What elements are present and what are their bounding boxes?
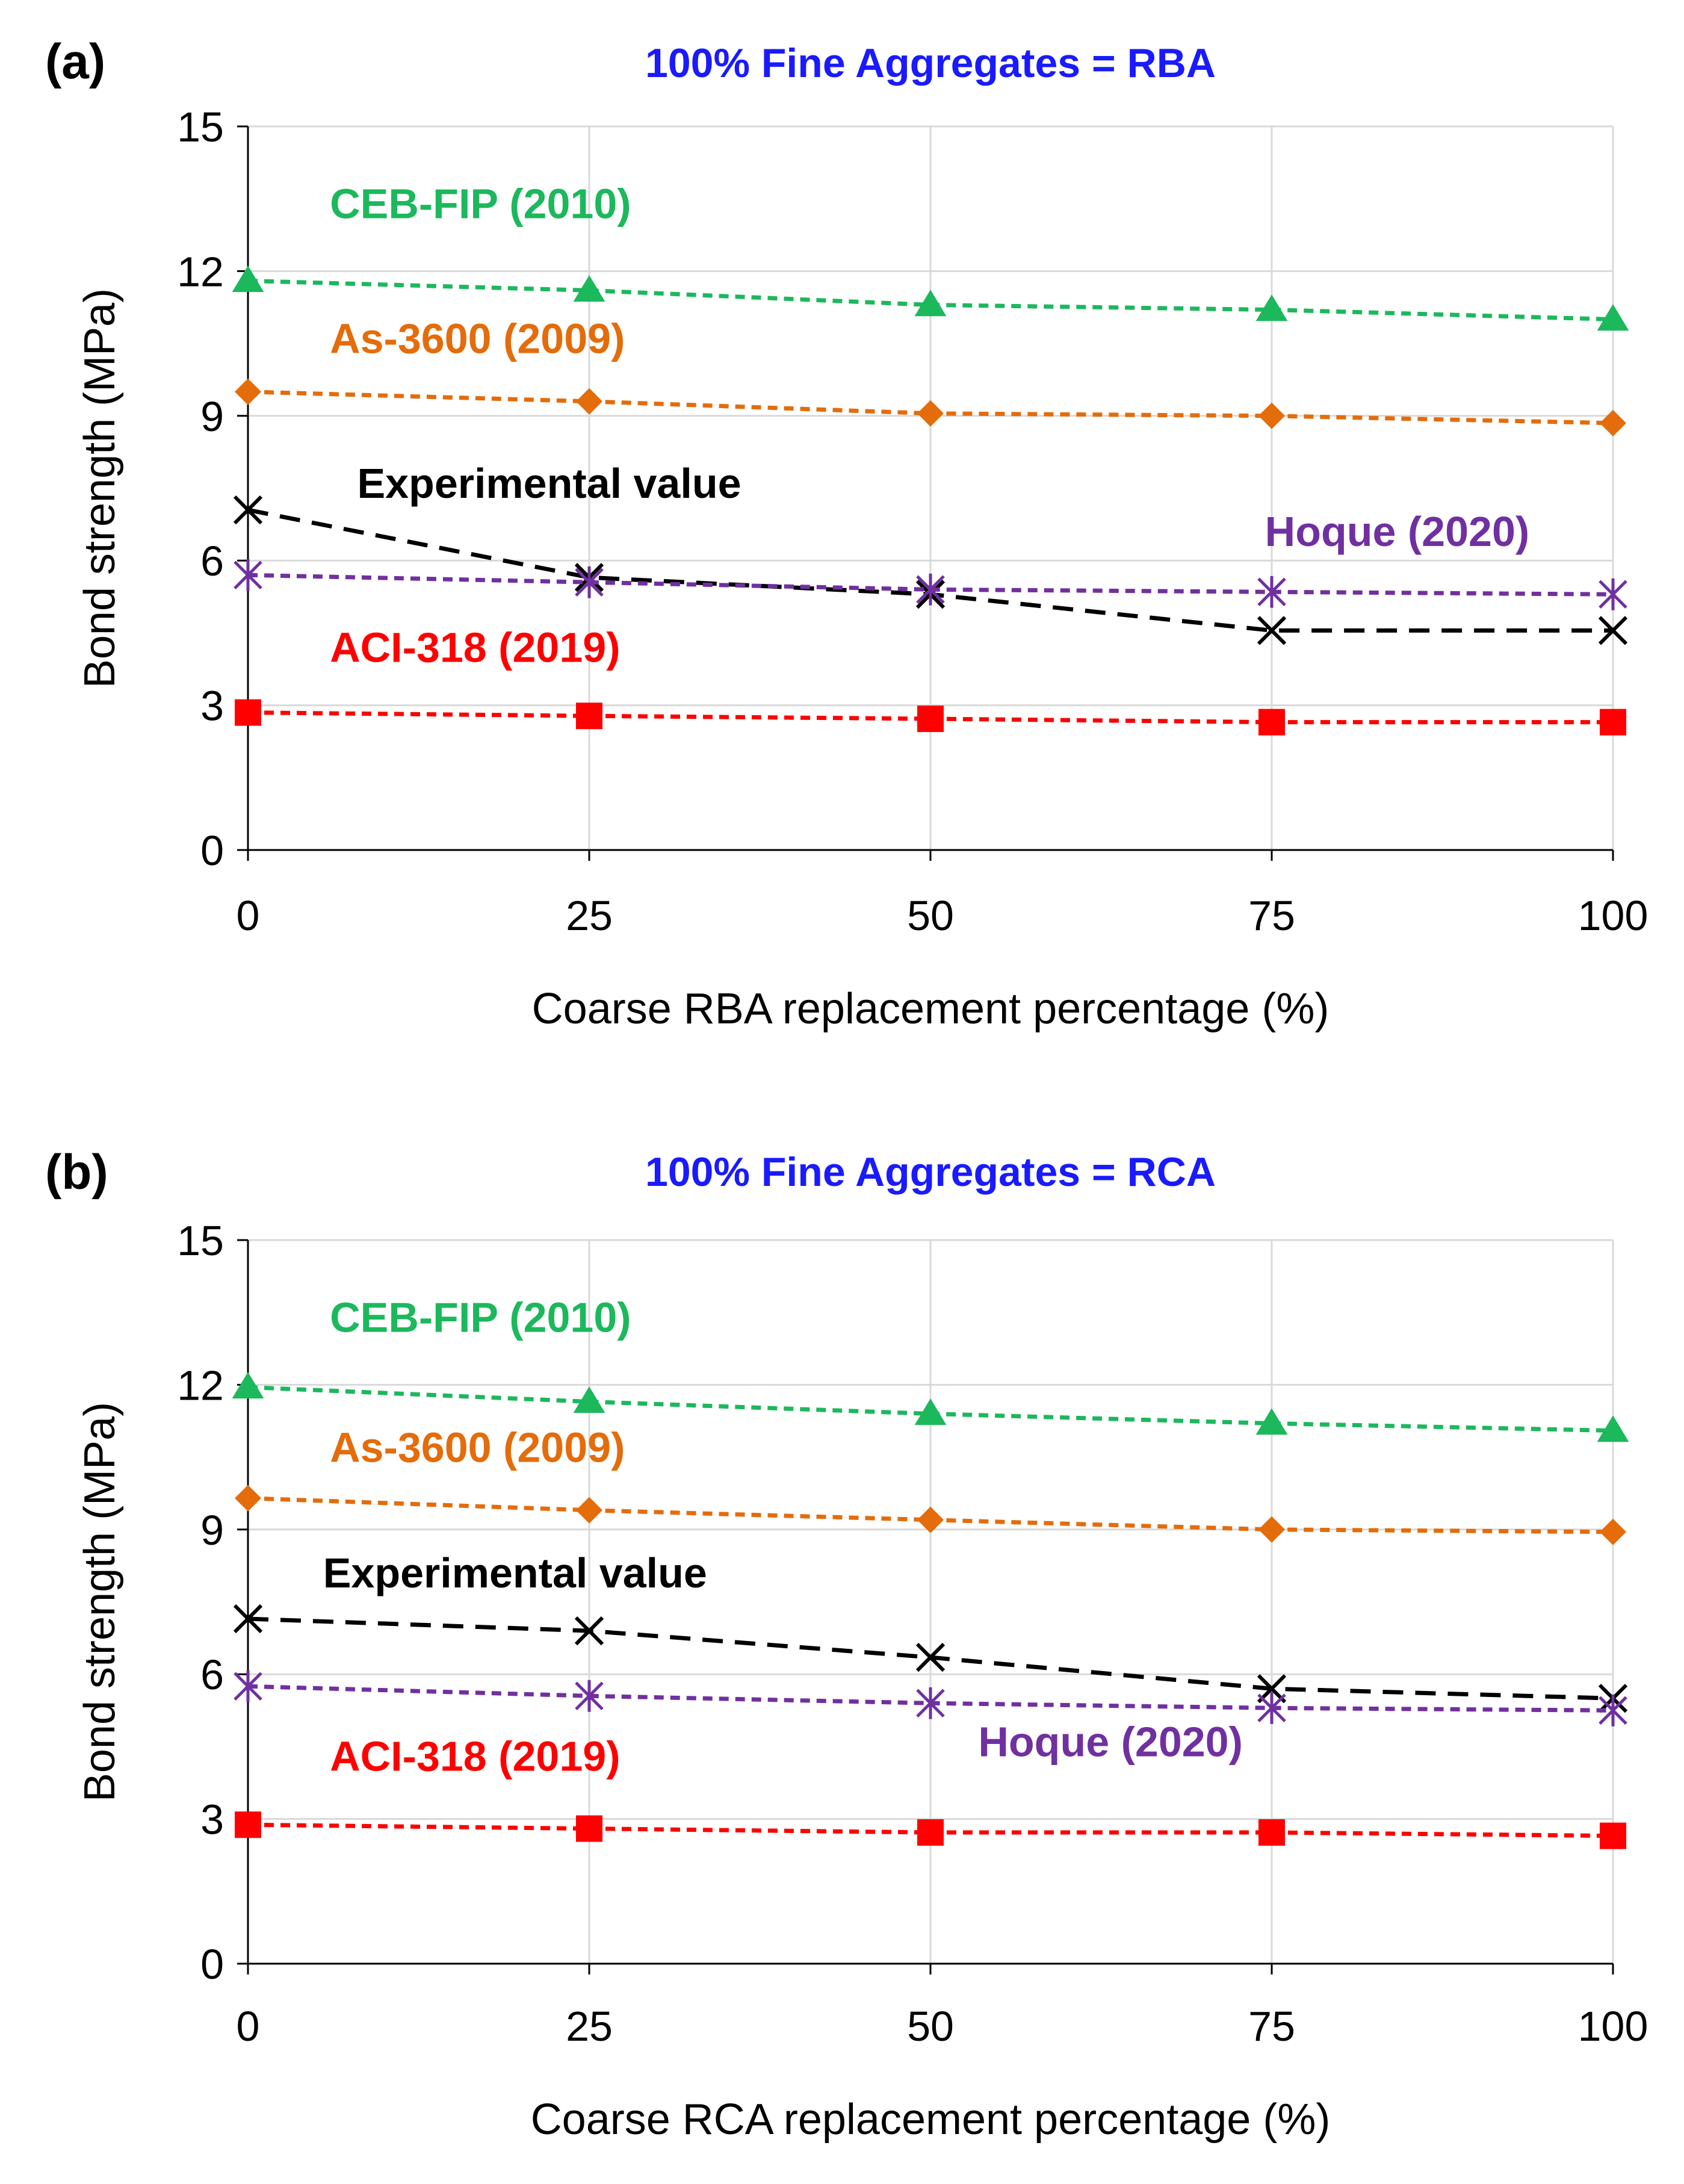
data-point [576,1497,602,1524]
data-point [1600,1822,1626,1849]
chart-title: 100% Fine Aggregates = RBA [645,40,1216,86]
data-point [916,573,945,606]
y-tick-label: 12 [177,248,224,295]
x-tick-label: 0 [237,892,260,939]
data-point [917,1506,944,1533]
series-label: CEB-FIP (2010) [330,1294,631,1341]
data-point [235,378,261,405]
y-axis-title: Bond strength (MPa) [76,288,124,688]
data-point [573,275,605,302]
data-point [1258,402,1285,429]
data-point [1600,1518,1626,1545]
data-point [574,1616,604,1646]
y-tick-label: 9 [200,1507,224,1554]
data-point [232,265,264,293]
x-tick-label: 75 [1248,2003,1295,2050]
y-tick-label: 15 [177,104,224,150]
data-point [1255,1408,1288,1435]
data-point [1255,294,1288,321]
x-tick-label: 75 [1248,892,1295,939]
y-tick-label: 0 [200,1941,224,1988]
data-point [1257,575,1286,608]
panel-label: (b) [45,1145,108,1200]
series-label: ACI-318 (2019) [330,624,620,671]
data-point [576,388,602,415]
x-tick-label: 50 [907,892,954,939]
data-point [914,290,947,317]
data-point [915,1643,946,1672]
data-point [1257,616,1287,645]
data-point [1600,709,1626,736]
series-label: Hoque (2020) [1265,508,1530,555]
y-axis-title: Bond strength (MPa) [76,1402,124,1802]
y-tick-label: 9 [200,393,224,440]
panel-label: (a) [45,34,105,89]
series-hoque-2020: Hoque (2020) [234,1670,1627,1765]
x-tick-label: 100 [1578,2003,1648,2050]
data-point [1258,1516,1285,1543]
y-tick-label: 15 [177,1217,224,1264]
data-point [576,703,602,730]
data-point [575,566,604,598]
series-label: Experimental value [323,1550,707,1596]
data-point [1599,1694,1627,1726]
data-point [575,1680,604,1712]
data-point [1600,409,1626,436]
chart-panel-0: 0 3 6 9 12 15 0 25 50 75 100 Coarse RBA replacement… [45,34,1648,1033]
data-point [1599,578,1627,610]
series-as-3600-2009: As-3600 (2009) [235,315,1626,436]
series-label: CEB-FIP (2010) [330,180,631,227]
data-point [235,1811,261,1838]
data-point [233,495,263,525]
y-tick-label: 3 [200,1796,224,1843]
x-tick-label: 25 [566,892,613,939]
x-axis-title: Coarse RBA replacement percentage (%) [532,985,1330,1033]
data-point [1257,1692,1286,1724]
y-tick-label: 6 [200,1651,224,1698]
chart-panel-1: 0 3 6 9 12 15 0 25 50 75 100 Coarse RCA replacement… [45,1145,1648,2144]
data-point [234,1670,262,1702]
data-point [1258,1819,1285,1846]
series-experimental-value: Experimental value [233,1550,1628,1713]
data-point [914,1398,947,1425]
series-ceb-fip-2010: CEB-FIP (2010) [232,1294,1629,1442]
series-as-3600-2009: As-3600 (2009) [235,1424,1626,1545]
x-tick-label: 25 [566,2003,613,2050]
x-tick-label: 50 [907,2003,954,2050]
series-label: As-3600 (2009) [330,315,625,362]
x-tick-label: 100 [1578,892,1648,939]
data-point [576,1815,602,1842]
data-point [235,699,261,726]
data-point [235,1484,261,1512]
chart-title: 100% Fine Aggregates = RCA [645,1149,1216,1195]
y-tick-label: 12 [177,1362,224,1409]
series-label: ACI-318 (2019) [330,1733,620,1779]
series-label: As-3600 (2009) [330,1424,625,1471]
data-point [1258,709,1285,736]
series-ceb-fip-2010: CEB-FIP (2010) [232,180,1629,331]
data-point [1597,304,1629,331]
data-point [234,559,262,591]
data-point [917,1819,944,1846]
y-tick-label: 3 [200,683,224,730]
x-tick-label: 0 [237,2003,260,2050]
data-point [232,1372,264,1399]
x-axis-title: Coarse RCA replacement percentage (%) [531,2096,1331,2144]
y-tick-label: 6 [200,538,224,585]
series-label: Hoque (2020) [978,1718,1243,1765]
series-aci-318-2019: ACI-318 (2019) [235,1733,1626,1849]
series-aci-318-2019: ACI-318 (2019) [235,624,1626,736]
data-point [1597,1415,1629,1442]
series-label: Experimental value [357,460,741,507]
data-point [916,1687,945,1719]
y-tick-label: 0 [200,827,224,874]
data-point [233,1604,263,1634]
series-hoque-2020: Hoque (2020) [234,508,1627,610]
data-point [917,400,944,427]
data-point [573,1386,605,1413]
data-point [917,706,944,733]
data-point [1598,616,1628,645]
